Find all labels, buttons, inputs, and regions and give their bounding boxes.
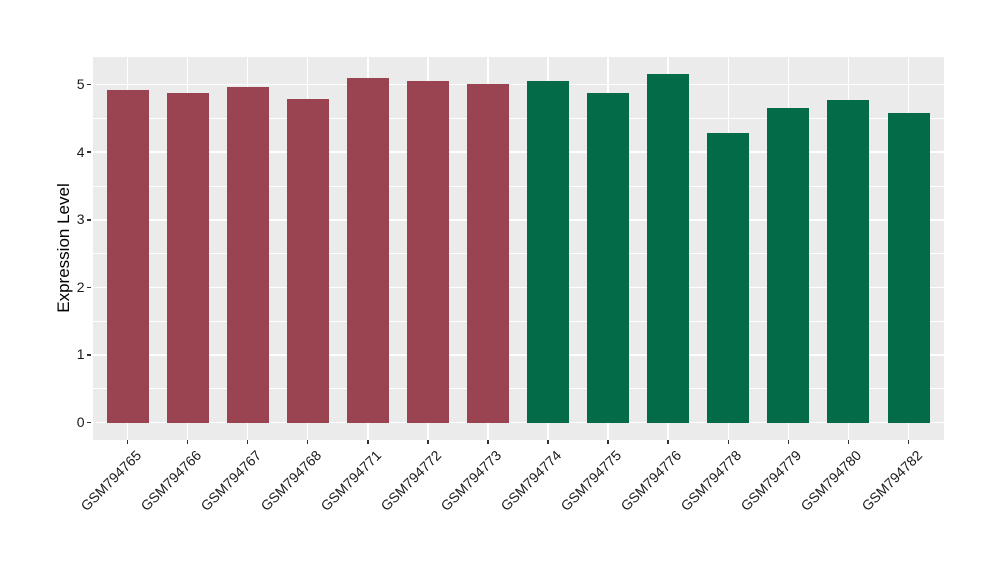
x-tick-label: GSM794771 bbox=[317, 447, 385, 514]
x-tick-mark bbox=[306, 440, 309, 444]
major-gridline bbox=[92, 421, 944, 424]
bar bbox=[887, 112, 930, 423]
x-tick-label: GSM794782 bbox=[857, 447, 925, 514]
x-tick-label: GSM794780 bbox=[797, 447, 865, 514]
bar bbox=[166, 92, 209, 423]
y-tick-label: 5 bbox=[76, 76, 85, 93]
bar bbox=[226, 86, 269, 423]
major-gridline bbox=[92, 151, 944, 153]
bar bbox=[587, 93, 630, 423]
x-tick-mark bbox=[847, 440, 850, 444]
y-tick-label: 3 bbox=[76, 211, 85, 228]
x-tick-mark bbox=[787, 440, 790, 444]
x-tick-label: GSM794773 bbox=[437, 447, 505, 514]
x-tick-mark bbox=[667, 440, 669, 444]
minor-gridline bbox=[92, 185, 944, 187]
bar bbox=[707, 132, 750, 423]
x-tick-mark bbox=[126, 440, 129, 444]
y-tick-label: 0 bbox=[76, 414, 85, 431]
y-tick-mark bbox=[87, 83, 91, 86]
y-tick-label: 4 bbox=[76, 143, 85, 160]
x-tick-mark bbox=[487, 440, 489, 444]
x-tick-label: GSM794779 bbox=[737, 447, 805, 514]
bar bbox=[406, 81, 449, 423]
major-gridline bbox=[92, 83, 944, 86]
bar bbox=[647, 73, 690, 423]
bar bbox=[767, 107, 810, 423]
x-tick-mark bbox=[246, 440, 249, 444]
x-tick-mark bbox=[907, 440, 910, 444]
bar bbox=[346, 78, 389, 423]
bar bbox=[527, 81, 570, 423]
bar bbox=[827, 100, 870, 423]
bar bbox=[106, 89, 149, 423]
x-tick-label: GSM794766 bbox=[136, 447, 204, 514]
x-tick-label: GSM794768 bbox=[257, 447, 325, 514]
minor-gridline bbox=[92, 117, 944, 119]
x-tick-label: GSM794767 bbox=[197, 447, 264, 514]
y-tick-label: 1 bbox=[76, 346, 85, 363]
y-tick-mark bbox=[87, 354, 91, 356]
minor-gridline bbox=[92, 388, 944, 390]
x-tick-mark bbox=[727, 440, 730, 444]
x-tick-label: GSM794775 bbox=[557, 447, 625, 514]
x-tick-label: GSM794774 bbox=[497, 447, 565, 514]
bar bbox=[466, 83, 509, 423]
x-tick-mark bbox=[186, 440, 189, 444]
x-tick-label: GSM794772 bbox=[377, 447, 445, 514]
plot-panel bbox=[92, 57, 944, 440]
major-gridline bbox=[92, 286, 944, 289]
minor-gridline bbox=[92, 320, 944, 322]
major-gridline bbox=[92, 354, 944, 356]
x-tick-label: GSM794776 bbox=[617, 447, 685, 514]
bar bbox=[286, 98, 329, 423]
major-gridline bbox=[92, 219, 944, 221]
y-tick-label: 2 bbox=[76, 278, 85, 295]
y-tick-mark bbox=[87, 286, 91, 289]
x-tick-mark bbox=[367, 440, 369, 444]
x-tick-mark bbox=[547, 440, 549, 444]
y-tick-mark bbox=[87, 421, 91, 424]
minor-gridline bbox=[92, 253, 944, 254]
x-tick-label: GSM794765 bbox=[76, 447, 144, 514]
x-tick-label: GSM794778 bbox=[677, 447, 745, 514]
x-tick-mark bbox=[607, 440, 609, 444]
y-tick-mark bbox=[87, 151, 91, 153]
y-tick-mark bbox=[87, 219, 91, 221]
x-tick-mark bbox=[427, 440, 429, 444]
